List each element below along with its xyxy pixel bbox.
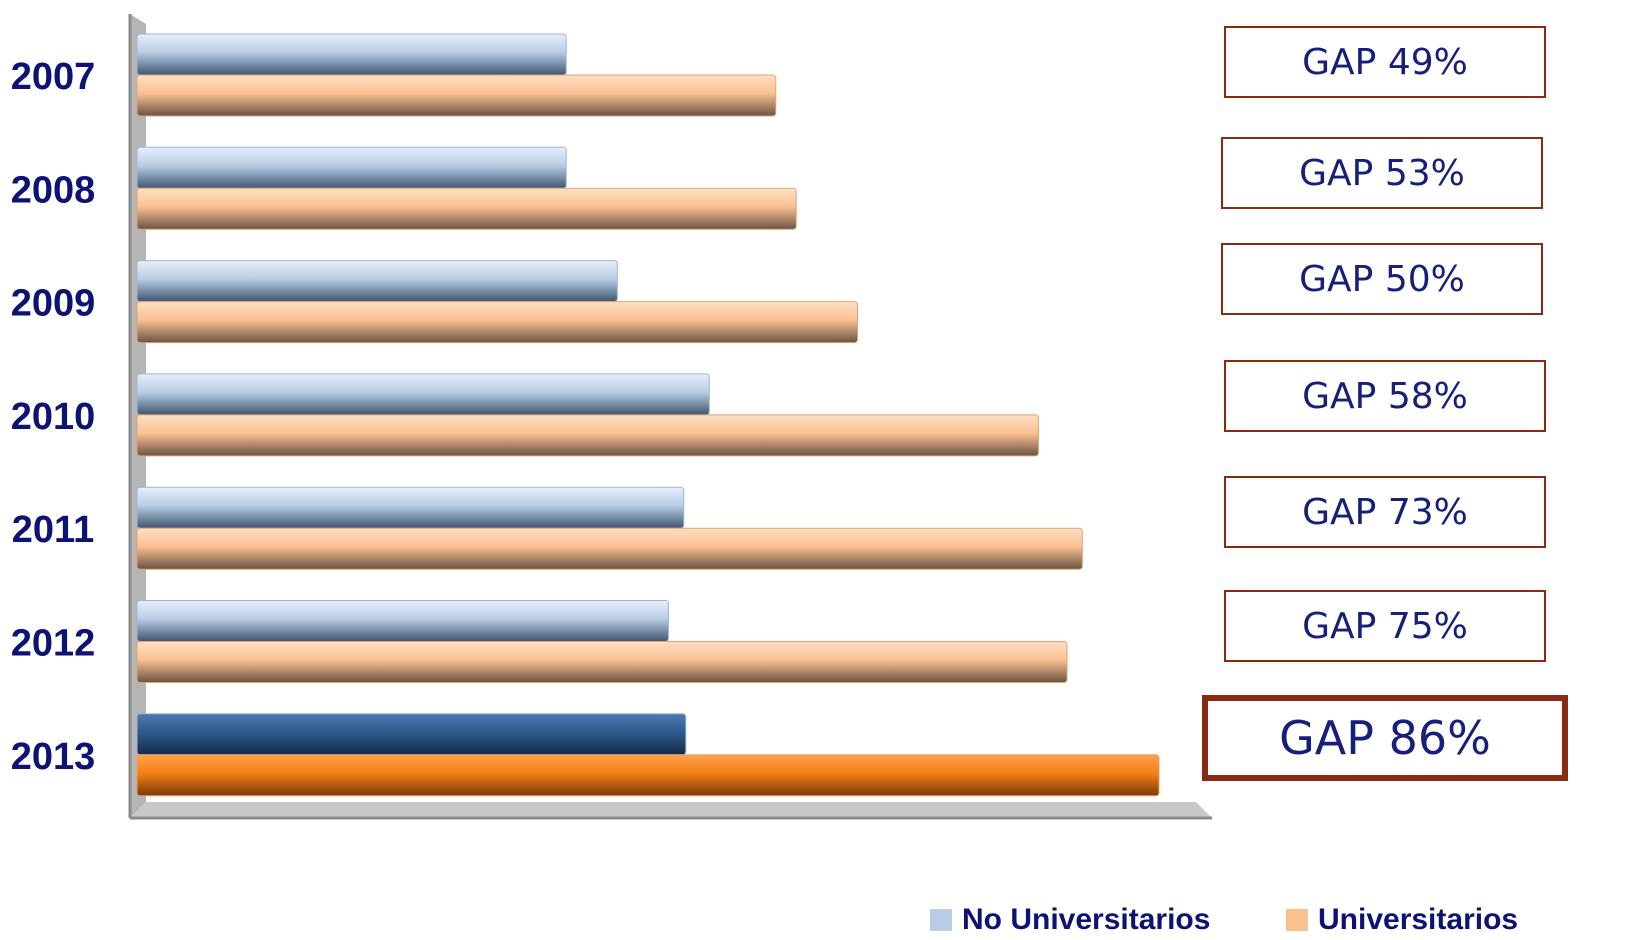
bar-no-universitarios-2009 <box>136 260 618 303</box>
year-label-2008: 2008 <box>11 169 96 211</box>
bar-universitarios-2007 <box>136 74 777 117</box>
legend-swatch-universitarios <box>1286 909 1308 931</box>
year-label-2010: 2010 <box>11 396 96 438</box>
bar-universitarios-2013 <box>136 754 1160 797</box>
year-label-2009: 2009 <box>11 283 96 325</box>
year-label-2007: 2007 <box>11 56 96 98</box>
year-label-2012: 2012 <box>11 623 96 665</box>
legend-label-no-universitarios: No Universitarios <box>962 903 1211 936</box>
legend-swatch-no-universitarios <box>930 909 952 931</box>
bar-universitarios-2012 <box>136 641 1068 683</box>
bar-universitarios-2008 <box>136 187 797 230</box>
gap-annotation-2010: GAP 58% <box>1224 360 1546 432</box>
bar-no-universitarios-2012 <box>136 600 669 642</box>
gap-annotation-2013: GAP 86% <box>1202 695 1568 781</box>
gap-annotation-2009: GAP 50% <box>1221 243 1543 315</box>
gap-annotation-2012: GAP 75% <box>1224 590 1546 662</box>
bar-universitarios-2009 <box>136 301 859 344</box>
bar-no-universitarios-2008 <box>136 146 567 189</box>
bar-no-universitarios-2011 <box>136 486 685 529</box>
gap-annotation-2011: GAP 73% <box>1224 476 1546 548</box>
legend-item-universitarios: Universitarios <box>1286 903 1518 937</box>
bar-no-universitarios-2013 <box>136 713 687 756</box>
bar-universitarios-2011 <box>136 527 1083 570</box>
gap-annotation-2007: GAP 49% <box>1224 26 1546 98</box>
bar-no-universitarios-2007 <box>136 33 567 76</box>
legend-item-no-universitarios: No Universitarios <box>930 903 1210 937</box>
gap-annotation-2008: GAP 53% <box>1221 137 1543 209</box>
legend-label-universitarios: Universitarios <box>1318 903 1519 936</box>
year-label-2011: 2011 <box>12 509 94 551</box>
x-axis-floor <box>130 802 1212 818</box>
year-label-2013: 2013 <box>11 736 96 778</box>
bar-no-universitarios-2010 <box>136 373 710 416</box>
bar-universitarios-2010 <box>136 414 1039 457</box>
